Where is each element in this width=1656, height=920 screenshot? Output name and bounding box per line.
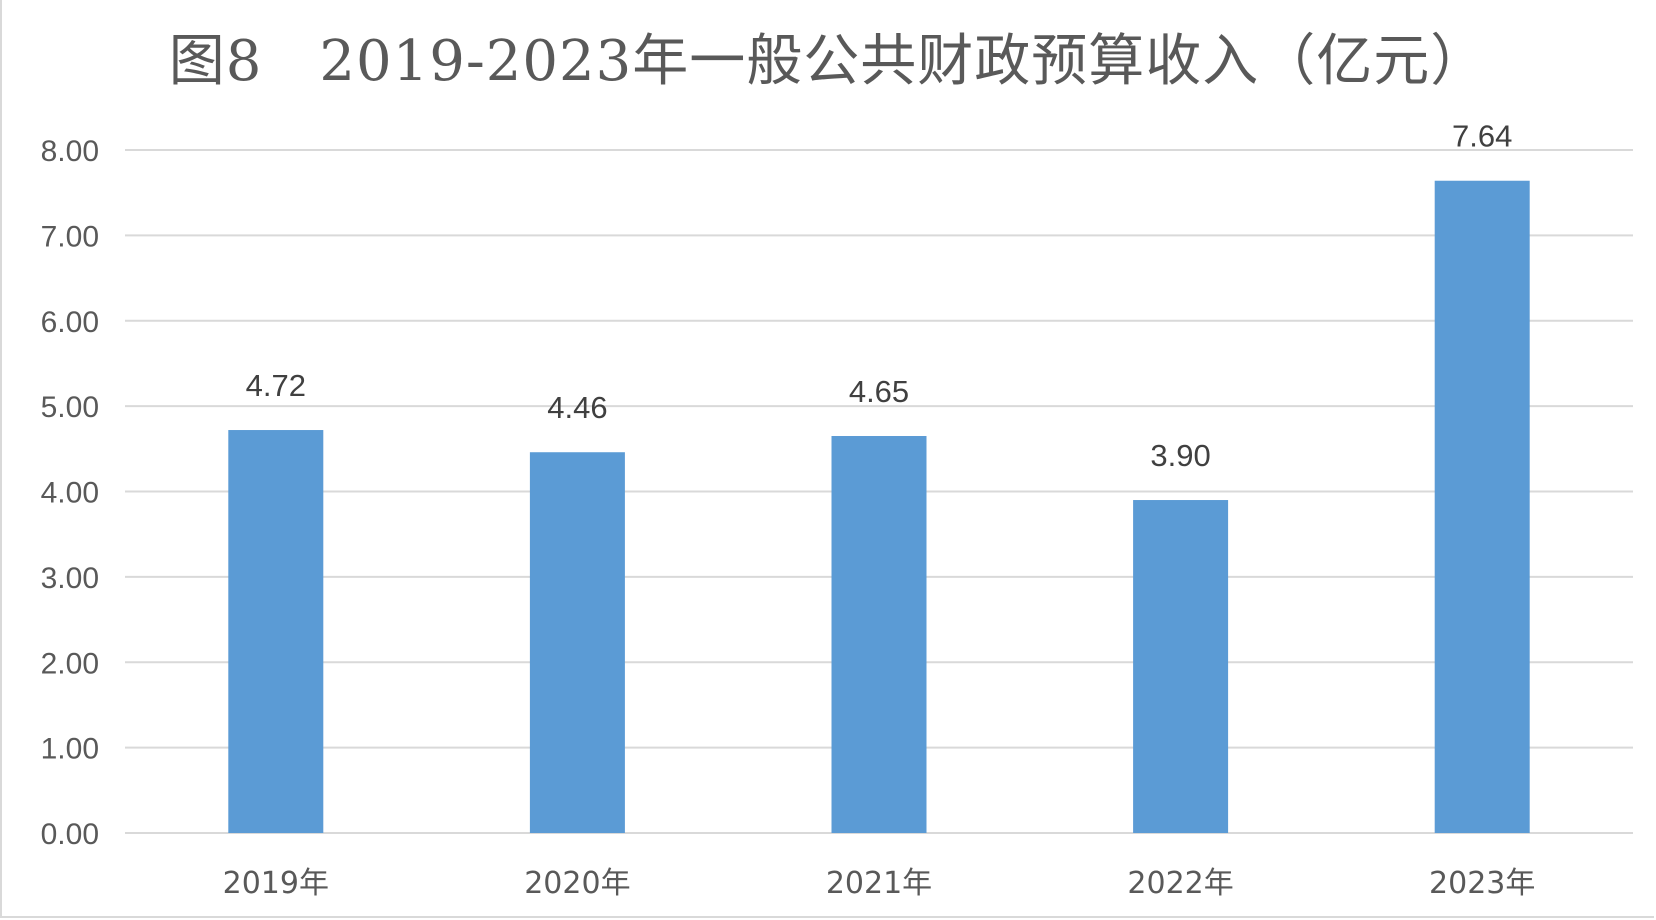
data-label: 4.65 [849,374,909,409]
y-tick-label: 7.00 [41,220,99,253]
data-label: 4.72 [246,368,306,403]
bars [228,180,1530,834]
y-tick-label: 6.00 [41,306,99,339]
bar-2020 [529,452,625,833]
data-label: 3.90 [1150,438,1210,473]
chart-title: 图8 2019-2023年一般公共财政预算收入（亿元） [168,29,1488,94]
y-tick-label: 8.00 [41,135,99,168]
y-tick-label: 2.00 [41,647,99,680]
y-tick-label: 5.00 [41,391,99,424]
bar-2023 [1434,180,1530,834]
x-category-label: 2020年 [524,866,630,901]
data-labels: 4.72 4.46 4.65 3.90 7.64 [246,119,1513,473]
bar-2022 [1133,500,1229,833]
data-label: 4.46 [547,390,607,425]
y-axis-tick-labels: 0.00 1.00 2.00 3.00 4.00 5.00 6.00 7.00 8.00 [41,135,99,851]
x-axis-category-labels: 2019年 2020年 2021年 2022年 2023年 [223,866,1536,901]
x-category-label: 2021年 [826,866,932,901]
y-tick-label: 1.00 [41,733,99,766]
x-category-label: 2023年 [1429,866,1535,901]
x-category-label: 2022年 [1127,866,1233,901]
x-category-label: 2019年 [223,866,329,901]
y-tick-label: 0.00 [41,818,99,851]
bar-2019 [228,430,324,833]
y-tick-label: 4.00 [41,477,99,510]
bar-2021 [831,436,927,833]
y-tick-label: 3.00 [41,562,99,595]
data-label: 7.64 [1452,119,1512,154]
